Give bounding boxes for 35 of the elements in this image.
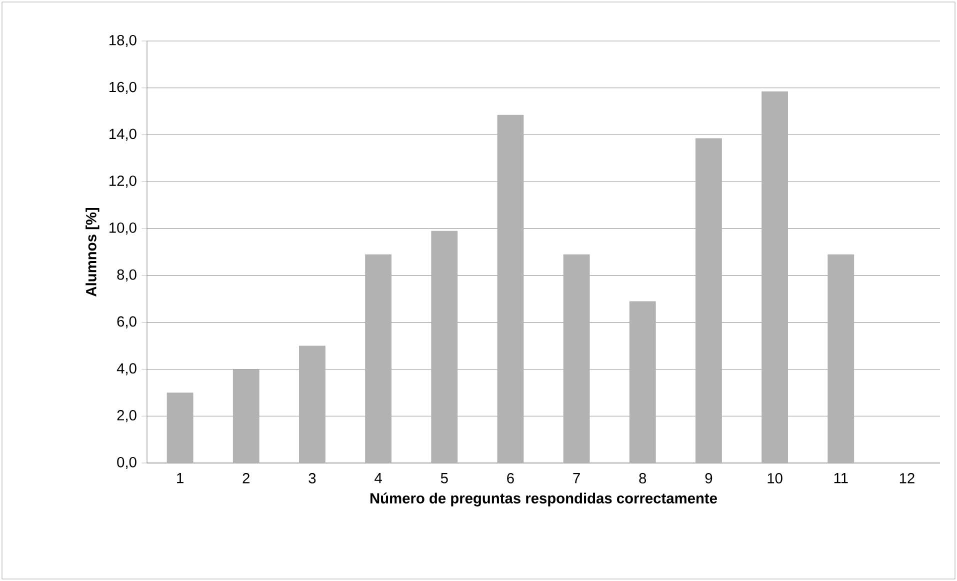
y-tick-label: 10,0 <box>110 222 136 235</box>
x-tick-label: 6 <box>507 473 514 484</box>
x-tick-label: 5 <box>440 473 448 484</box>
bar <box>431 230 458 463</box>
x-axis-title: Número de preguntas respondidas correctamente <box>370 492 717 506</box>
bar <box>629 301 656 463</box>
x-tick-label: 4 <box>374 473 382 484</box>
bar <box>365 254 392 463</box>
bar <box>298 346 326 463</box>
x-tick-label: 9 <box>705 473 712 484</box>
x-tick-label: 12 <box>900 473 914 484</box>
bar <box>695 138 722 463</box>
x-tick-label: 3 <box>308 473 316 484</box>
y-tick-label: 2,0 <box>117 410 136 422</box>
x-tick-label: 8 <box>639 473 646 484</box>
bar <box>762 91 788 463</box>
y-tick-label: 8,0 <box>117 269 136 282</box>
x-tick-label: 7 <box>573 473 580 484</box>
x-tick-label: 10 <box>768 473 782 484</box>
bar <box>497 114 524 463</box>
y-tick-label: 14,0 <box>110 128 136 141</box>
y-tick-label: 0,0 <box>117 456 136 470</box>
bar <box>563 254 590 463</box>
y-tick-label: 12,0 <box>110 176 136 188</box>
x-tick-label: 11 <box>834 473 848 484</box>
x-tick-label: 1 <box>177 473 184 484</box>
y-tick-label: 18,0 <box>110 34 136 48</box>
y-tick-label: 4,0 <box>116 363 136 376</box>
bar <box>166 392 194 463</box>
bar <box>232 369 260 463</box>
y-tick-label: 16,0 <box>110 82 136 94</box>
x-tick-label: 2 <box>242 473 250 484</box>
bar <box>828 254 854 463</box>
y-tick-label: 6,0 <box>117 316 136 328</box>
y-axis-title: Alumnos [%] <box>86 208 100 296</box>
